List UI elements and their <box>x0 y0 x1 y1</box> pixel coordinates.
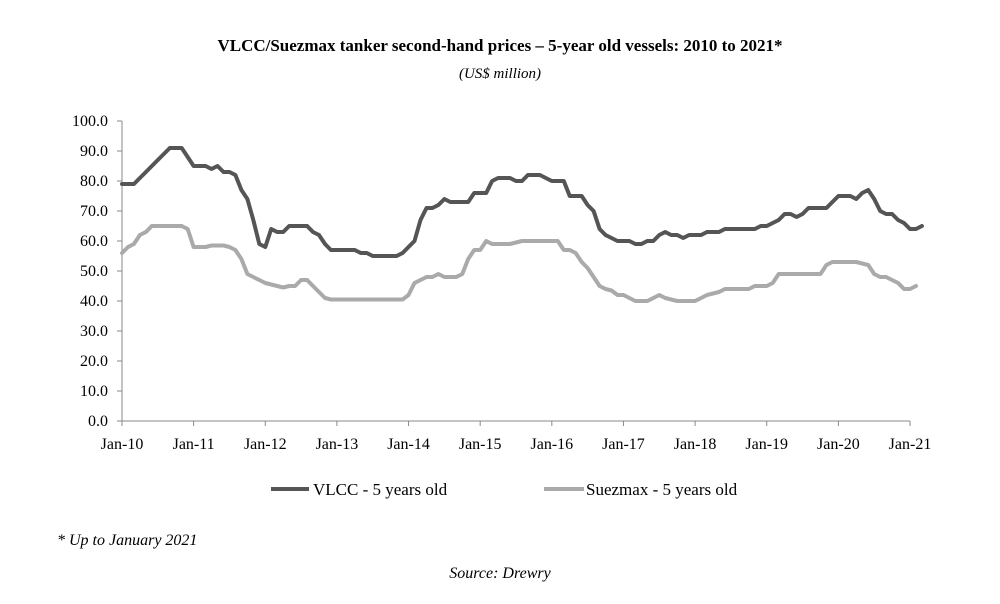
series-lines <box>120 146 924 303</box>
y-tick-label: 60.0 <box>80 233 108 250</box>
chart-subtitle: (US$ million) <box>458 66 542 82</box>
y-tick-label: 100.0 <box>72 113 108 130</box>
x-tick-label: Jan-14 <box>387 436 430 453</box>
y-tick-label: 70.0 <box>80 203 108 220</box>
y-tick-label: 90.0 <box>80 143 108 160</box>
x-tick-label: Jan-11 <box>173 436 215 453</box>
chart-axes <box>117 120 911 426</box>
y-tick-label: 20.0 <box>80 353 108 370</box>
y-tick-label: 0.0 <box>88 413 108 430</box>
x-tick-label: Jan-15 <box>459 436 502 453</box>
y-tick-label: 40.0 <box>80 293 108 310</box>
x-tick-label: Jan-16 <box>530 436 573 453</box>
x-tick-label: Jan-10 <box>101 436 144 453</box>
x-tick-label: Jan-12 <box>244 436 287 453</box>
y-tick-label: 50.0 <box>80 263 108 280</box>
legend-label-suezmax: Suezmax - 5 years old <box>586 480 738 499</box>
x-axis-tick-labels: Jan-10 Jan-11 Jan-12 Jan-13 Jan-14 Jan-15 Jan-… <box>101 436 932 453</box>
x-tick-label: Jan-20 <box>817 436 860 453</box>
series-line-suezmax <box>120 224 918 303</box>
source-note: Source: Drewry <box>449 565 551 582</box>
x-tick-label: Jan-18 <box>674 436 717 453</box>
y-tick-label: 30.0 <box>80 323 108 340</box>
chart-title: VLCC/Suezmax tanker second-hand prices –… <box>217 36 783 55</box>
chart-legend: VLCC - 5 years old Suezmax - 5 years old <box>271 480 738 499</box>
footnote: * Up to January 2021 <box>57 532 198 549</box>
x-tick-label: Jan-19 <box>745 436 788 453</box>
x-tick-label: Jan-13 <box>316 436 359 453</box>
y-tick-label: 80.0 <box>80 173 108 190</box>
x-tick-label: Jan-17 <box>602 436 645 453</box>
legend-label-vlcc: VLCC - 5 years old <box>313 480 448 499</box>
series-line-vlcc <box>120 146 924 258</box>
y-tick-label: 10.0 <box>80 383 108 400</box>
y-axis-tick-labels: 0.0 10.0 20.0 30.0 40.0 50.0 60.0 70.0 80.0 90.0 1… <box>72 113 108 430</box>
x-tick-label: Jan-21 <box>889 436 932 453</box>
